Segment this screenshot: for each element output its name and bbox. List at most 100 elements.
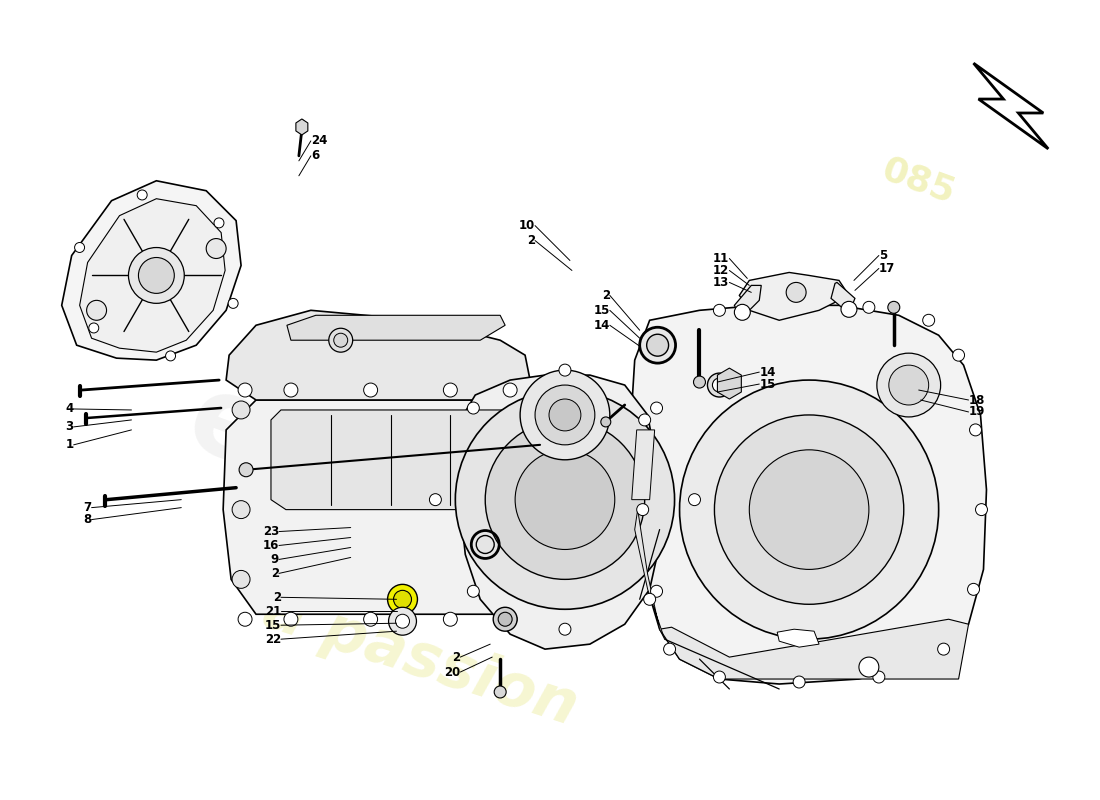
Circle shape bbox=[968, 583, 979, 595]
Polygon shape bbox=[271, 410, 520, 510]
Circle shape bbox=[138, 190, 147, 200]
Circle shape bbox=[637, 504, 649, 515]
Polygon shape bbox=[296, 119, 308, 135]
Circle shape bbox=[503, 612, 517, 626]
Circle shape bbox=[429, 494, 441, 506]
Text: 085: 085 bbox=[878, 152, 960, 210]
Polygon shape bbox=[631, 430, 654, 500]
Circle shape bbox=[976, 504, 988, 515]
Circle shape bbox=[535, 385, 595, 445]
Text: 19: 19 bbox=[968, 406, 984, 418]
Circle shape bbox=[693, 376, 705, 388]
Polygon shape bbox=[629, 306, 987, 684]
Circle shape bbox=[512, 501, 529, 518]
Circle shape bbox=[650, 402, 662, 414]
Circle shape bbox=[749, 450, 869, 570]
Text: a passion: a passion bbox=[256, 581, 585, 738]
Polygon shape bbox=[739, 273, 849, 320]
Circle shape bbox=[364, 383, 377, 397]
Circle shape bbox=[644, 339, 656, 351]
Circle shape bbox=[953, 349, 965, 361]
Text: 5: 5 bbox=[879, 249, 887, 262]
Text: 7: 7 bbox=[84, 501, 91, 514]
Text: 11: 11 bbox=[713, 252, 729, 265]
Circle shape bbox=[239, 462, 253, 477]
Polygon shape bbox=[660, 619, 968, 679]
Circle shape bbox=[87, 300, 107, 320]
Text: 2: 2 bbox=[271, 567, 279, 580]
Circle shape bbox=[923, 314, 935, 326]
Circle shape bbox=[689, 494, 701, 506]
Circle shape bbox=[559, 623, 571, 635]
Circle shape bbox=[793, 676, 805, 688]
Circle shape bbox=[468, 402, 480, 414]
Text: 1: 1 bbox=[66, 438, 74, 451]
Circle shape bbox=[232, 570, 250, 588]
Circle shape bbox=[842, 302, 857, 318]
Circle shape bbox=[129, 247, 185, 303]
Circle shape bbox=[601, 417, 610, 427]
Circle shape bbox=[238, 612, 252, 626]
Circle shape bbox=[650, 586, 662, 598]
Circle shape bbox=[468, 586, 480, 598]
Polygon shape bbox=[62, 181, 241, 360]
Circle shape bbox=[877, 353, 940, 417]
Polygon shape bbox=[227, 310, 530, 400]
Circle shape bbox=[969, 424, 981, 436]
Circle shape bbox=[714, 415, 904, 604]
Text: 22: 22 bbox=[265, 633, 280, 646]
Circle shape bbox=[512, 401, 529, 419]
Circle shape bbox=[455, 390, 674, 610]
Text: 16: 16 bbox=[263, 539, 279, 552]
Circle shape bbox=[284, 383, 298, 397]
Circle shape bbox=[284, 612, 298, 626]
Polygon shape bbox=[778, 630, 820, 647]
Text: 15: 15 bbox=[759, 378, 775, 390]
Circle shape bbox=[238, 383, 252, 397]
Text: 15: 15 bbox=[593, 304, 609, 317]
Text: 4: 4 bbox=[65, 402, 74, 415]
Circle shape bbox=[680, 380, 938, 639]
Circle shape bbox=[89, 323, 99, 333]
Circle shape bbox=[329, 328, 353, 352]
Circle shape bbox=[498, 612, 513, 626]
Text: 3: 3 bbox=[66, 421, 74, 434]
Circle shape bbox=[647, 334, 669, 356]
Circle shape bbox=[888, 302, 900, 314]
Text: 24: 24 bbox=[311, 134, 327, 147]
Text: 12: 12 bbox=[713, 264, 729, 277]
Text: 14: 14 bbox=[593, 318, 609, 332]
Polygon shape bbox=[635, 510, 664, 639]
Circle shape bbox=[714, 304, 725, 316]
Text: 2: 2 bbox=[602, 289, 609, 302]
Text: 23: 23 bbox=[263, 525, 279, 538]
Text: 20: 20 bbox=[444, 666, 460, 678]
Circle shape bbox=[862, 302, 874, 314]
Circle shape bbox=[493, 607, 517, 631]
Polygon shape bbox=[974, 63, 1048, 149]
Circle shape bbox=[783, 300, 795, 312]
Text: europarts: europarts bbox=[174, 364, 788, 675]
Polygon shape bbox=[223, 400, 535, 614]
Circle shape bbox=[859, 657, 879, 677]
Circle shape bbox=[232, 401, 250, 419]
Text: 17: 17 bbox=[879, 262, 895, 275]
Circle shape bbox=[512, 570, 529, 588]
Polygon shape bbox=[459, 375, 660, 649]
Circle shape bbox=[640, 327, 675, 363]
Text: 13: 13 bbox=[713, 276, 729, 289]
Circle shape bbox=[786, 282, 806, 302]
Text: 14: 14 bbox=[759, 366, 775, 378]
Circle shape bbox=[333, 334, 348, 347]
Circle shape bbox=[206, 238, 227, 258]
Circle shape bbox=[663, 643, 675, 655]
Circle shape bbox=[937, 643, 949, 655]
Circle shape bbox=[166, 351, 176, 361]
Circle shape bbox=[520, 370, 609, 460]
Text: 2: 2 bbox=[527, 234, 535, 247]
Circle shape bbox=[873, 671, 884, 683]
Circle shape bbox=[714, 671, 725, 683]
Circle shape bbox=[713, 378, 726, 392]
Circle shape bbox=[639, 414, 650, 426]
Circle shape bbox=[387, 584, 418, 614]
